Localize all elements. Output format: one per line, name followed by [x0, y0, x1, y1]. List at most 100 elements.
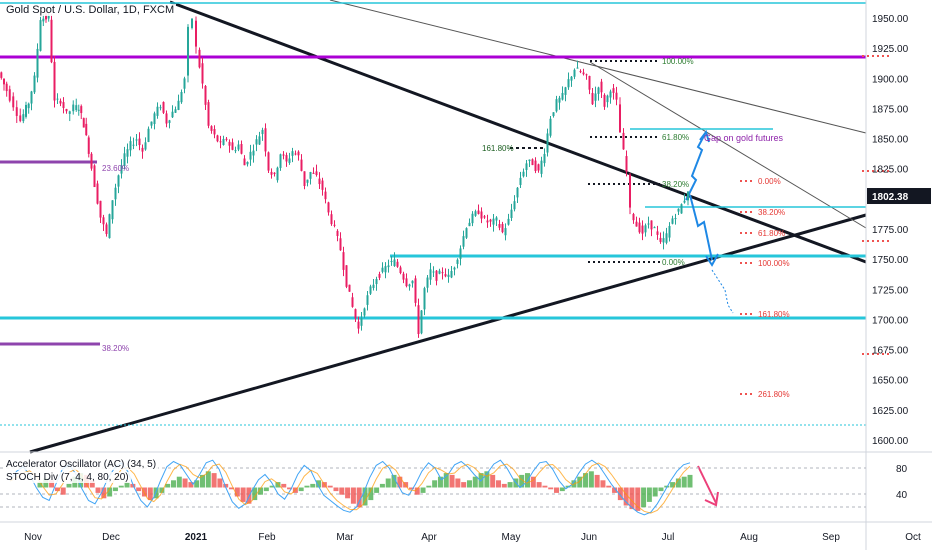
candle-body	[426, 277, 429, 288]
ac-histogram-bar	[408, 487, 414, 490]
ac-histogram-bar	[159, 487, 165, 493]
descending-trendline[interactable]	[169, 0, 867, 264]
candle-body	[129, 141, 132, 151]
ac-histogram-bar	[501, 483, 507, 488]
candle-body	[495, 217, 498, 221]
candle-body	[588, 75, 591, 90]
candle-body	[576, 67, 579, 69]
ac-histogram-bar	[466, 480, 472, 488]
candle-body	[492, 218, 495, 225]
projection-arrows[interactable]	[685, 129, 734, 314]
time-tick-label: Sep	[822, 532, 840, 543]
ac-histogram-bar	[281, 483, 287, 488]
candle-body	[625, 156, 628, 172]
ac-histogram-bar	[205, 471, 211, 488]
ac-histogram-bar	[43, 478, 49, 488]
candle-body	[30, 91, 33, 104]
ac-histogram-bar	[66, 483, 72, 488]
ac-histogram-bar	[374, 487, 380, 493]
candle-body	[606, 95, 609, 103]
candle-body	[87, 137, 90, 154]
candle-body	[315, 171, 318, 176]
stoch-indicator-label: STOCH Div (7, 4, 4, 80, 20)	[4, 472, 131, 483]
candle-body	[438, 270, 441, 274]
fib-level-label: 161.80%	[758, 310, 790, 319]
candle-body	[120, 165, 123, 174]
candle-body	[153, 113, 156, 125]
candle-body	[261, 129, 264, 135]
candle-body	[564, 87, 567, 95]
candle-body	[420, 310, 423, 334]
candle-body	[543, 153, 546, 164]
price-tick-label: 1825.00	[872, 165, 909, 176]
oscillator-tick-label: 80	[896, 464, 908, 475]
candle-body	[537, 164, 540, 171]
candle-body	[219, 141, 222, 143]
candle-body	[285, 155, 288, 162]
candle-body	[597, 87, 600, 94]
candle-body	[240, 144, 243, 154]
time-tick-label: Oct	[905, 532, 921, 543]
price-tick-label: 1750.00	[872, 255, 909, 266]
ac-histogram-bar	[310, 483, 316, 488]
gap-annotation: Gap on gold futures	[704, 133, 784, 143]
time-tick-label: May	[502, 532, 521, 543]
fib-level-label: 61.80%	[662, 133, 689, 142]
candle-body	[56, 98, 59, 100]
candle-body	[647, 223, 650, 225]
time-tick-label: Dec	[102, 532, 120, 543]
price-tick-label: 1600.00	[872, 436, 909, 447]
candle-body	[656, 231, 659, 235]
candle-body	[333, 224, 336, 226]
ac-histogram-bar	[507, 482, 513, 488]
ascending-support-line[interactable]	[29, 213, 867, 454]
candle-body	[47, 15, 50, 19]
candle-body	[510, 209, 513, 218]
price-tick-label: 1875.00	[872, 104, 909, 115]
candle-body	[680, 204, 683, 214]
price-tick-label: 1675.00	[872, 346, 909, 357]
candle-body	[135, 139, 138, 141]
candle-body	[309, 172, 312, 179]
candle-body	[168, 120, 171, 123]
ac-histogram-bar	[37, 482, 43, 488]
candle-body	[528, 159, 531, 162]
candle-body	[653, 227, 656, 229]
ac-histogram-bar	[89, 480, 95, 488]
ac-histogram-bar	[200, 474, 205, 488]
ac-histogram-bar	[229, 487, 235, 490]
candle-body	[288, 158, 291, 163]
ac-histogram-bar	[437, 476, 443, 488]
candle-body	[662, 238, 665, 243]
thin-resistance-line-2[interactable]	[589, 61, 867, 229]
candle-body	[267, 152, 270, 171]
candle-body	[330, 214, 333, 225]
ac-histogram-bar	[548, 487, 554, 490]
ac-histogram-bar	[362, 487, 368, 506]
candle-body	[264, 128, 267, 152]
candle-body	[99, 200, 102, 218]
candle-body	[465, 228, 468, 238]
chart-text-layer: 1950.00 1925.00 1900.00 1875.00 1850.00 1825.…	[24, 14, 921, 543]
candle-body	[534, 160, 537, 171]
candle-body	[25, 104, 27, 117]
ac-histogram-bar	[211, 473, 217, 488]
ac-histogram-bar	[327, 485, 333, 488]
ac-histogram-bar	[588, 471, 594, 488]
ac-histogram-bar	[304, 485, 310, 488]
candle-body	[294, 153, 297, 155]
candle-body	[303, 171, 306, 186]
candle-body	[609, 91, 612, 98]
candle-body	[180, 91, 183, 103]
candle-body	[384, 266, 387, 273]
candle-body	[27, 103, 30, 109]
candle-body	[111, 200, 114, 220]
time-tick-label: Jul	[662, 532, 675, 543]
ac-histogram-bar	[606, 485, 612, 488]
candle-body	[252, 150, 255, 156]
candle-body	[450, 270, 453, 278]
ac-histogram-bar	[612, 487, 618, 493]
ac-histogram-bar	[176, 476, 182, 488]
